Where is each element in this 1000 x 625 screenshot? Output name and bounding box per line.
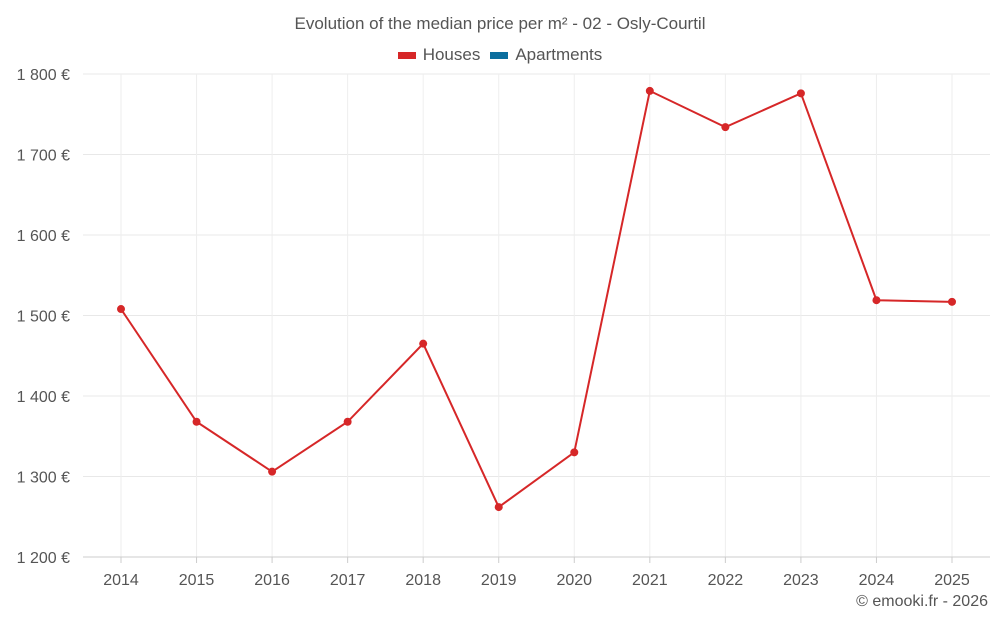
data-point bbox=[192, 417, 201, 426]
data-point bbox=[494, 503, 503, 512]
data-point bbox=[117, 305, 125, 314]
data-point bbox=[268, 467, 277, 476]
legend-swatch-apartments bbox=[490, 51, 509, 59]
x-tick-label: 2016 bbox=[254, 572, 290, 589]
y-tick-label: 1 200 € bbox=[17, 550, 70, 567]
data-point bbox=[948, 297, 956, 306]
y-tick-label: 1 500 € bbox=[17, 309, 70, 326]
legend-swatch-houses bbox=[397, 51, 416, 59]
x-tick-label: 2025 bbox=[934, 572, 970, 589]
y-tick-label: 1 600 € bbox=[17, 228, 70, 245]
x-tick-label: 2019 bbox=[481, 572, 517, 589]
data-point bbox=[343, 417, 352, 426]
legend-label-houses: Houses bbox=[422, 45, 481, 64]
x-tick-label: 2014 bbox=[103, 572, 139, 589]
legend-label-apartments: Apartments bbox=[515, 45, 603, 64]
y-tick-label: 1 300 € bbox=[17, 470, 70, 487]
data-point bbox=[645, 86, 654, 95]
credit-text: © emooki.fr - 2026 bbox=[856, 593, 988, 610]
chart-legend: Houses Apartments bbox=[0, 45, 1000, 65]
y-tick-label: 1 800 € bbox=[17, 67, 70, 84]
y-tick-label: 1 700 € bbox=[17, 148, 70, 165]
series-line-houses bbox=[120, 89, 953, 509]
x-tick-label: 2017 bbox=[330, 572, 366, 589]
x-tick-label: 2022 bbox=[708, 572, 744, 589]
x-tick-label: 2024 bbox=[859, 572, 895, 589]
x-tick-label: 2015 bbox=[179, 572, 215, 589]
data-point bbox=[796, 89, 805, 98]
x-tick-label: 2018 bbox=[405, 572, 441, 589]
legend-item-houses[interactable]: Houses bbox=[397, 45, 481, 65]
x-tick-label: 2023 bbox=[783, 572, 819, 589]
x-tick-label: 2021 bbox=[632, 572, 668, 589]
data-point bbox=[721, 123, 730, 132]
data-point bbox=[419, 339, 428, 348]
data-point bbox=[872, 296, 881, 305]
y-tick-label: 1 400 € bbox=[17, 389, 70, 406]
chart-title: Evolution of the median price per m² - 0… bbox=[294, 14, 706, 33]
legend-item-apartments[interactable]: Apartments bbox=[490, 45, 602, 65]
data-point bbox=[570, 448, 579, 457]
x-tick-label: 2020 bbox=[556, 572, 592, 589]
